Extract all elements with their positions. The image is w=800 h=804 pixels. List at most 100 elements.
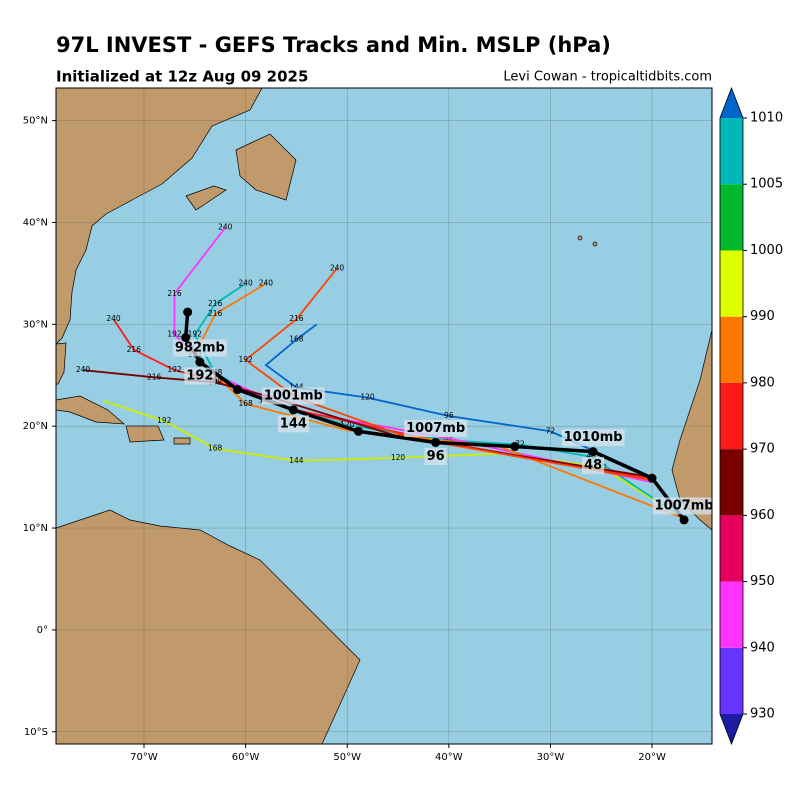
- colorbar-tick-label: 970: [750, 442, 775, 457]
- mslp-label: 1007mb: [406, 421, 465, 436]
- x-tick-label: 30°W: [537, 752, 565, 763]
- hour-label: 240: [238, 279, 253, 288]
- y-tick-label: 50°N: [23, 116, 48, 127]
- mslp-label-box: [652, 497, 712, 515]
- hour-label: 240: [259, 279, 274, 288]
- x-tick-label: 70°W: [130, 752, 158, 763]
- hour-label: 216: [167, 289, 182, 298]
- hour-label: 144: [289, 456, 304, 465]
- hour-label: 168: [289, 335, 304, 344]
- island: [592, 241, 598, 247]
- colorbar-tick-label: 960: [750, 508, 775, 523]
- y-tick-label: 30°N: [23, 319, 48, 330]
- hour-label: 96: [444, 435, 454, 444]
- x-tick-label: 50°W: [333, 752, 361, 763]
- florida: [56, 342, 67, 385]
- colorbar-tick-label: 1000: [750, 243, 783, 258]
- mean-point: [288, 405, 298, 415]
- island: [577, 235, 583, 241]
- x-tick-label: 60°W: [232, 752, 260, 763]
- mslp-label: 982mb: [175, 341, 225, 356]
- hour-label: 240: [330, 263, 345, 272]
- hispaniola: [125, 425, 165, 443]
- mslp-label: 1010mb: [564, 430, 623, 445]
- colorbar-segment: [720, 118, 743, 185]
- hour-label: 120: [340, 420, 355, 429]
- south-america: [56, 509, 361, 744]
- hour-label: 192: [167, 330, 182, 339]
- hour-label: 168: [208, 444, 223, 453]
- mean-point: [183, 307, 193, 317]
- credit: Levi Cowan - tropicaltidbits.com: [503, 70, 712, 85]
- mean-point: [647, 473, 657, 483]
- hour-label-mean: 192: [186, 369, 213, 384]
- hour-label: 240: [218, 223, 233, 232]
- hour-label: 48: [586, 452, 596, 461]
- cuba: [56, 395, 126, 425]
- colorbar: 930 940 950 960 970 980 990 1000 1005 1010: [719, 86, 783, 746]
- mean-point: [510, 442, 520, 452]
- colorbar-segment: [720, 316, 743, 383]
- colorbar-tick-label: 940: [750, 640, 775, 655]
- hour-label: 96: [444, 411, 454, 420]
- hour-label: 240: [106, 314, 121, 323]
- hour-label-mean-box: [424, 447, 447, 465]
- hour-label: 192: [157, 416, 172, 425]
- hour-label: 72: [515, 440, 525, 449]
- hour-label-mean: 96: [427, 449, 445, 464]
- hour-label: 168: [238, 399, 253, 408]
- mean-point: [353, 426, 363, 436]
- newfoundland: [235, 133, 297, 201]
- colorbar-segment: [720, 647, 743, 714]
- mean-point: [679, 515, 689, 525]
- land: [56, 88, 712, 744]
- x-tick-label: 40°W: [435, 752, 463, 763]
- mean-point: [431, 437, 441, 447]
- subtitle: Initialized at 12z Aug 09 2025: [56, 68, 308, 86]
- hour-label: 216: [208, 309, 223, 318]
- mslp-label-box: [404, 419, 468, 437]
- hour-label-mean: 144: [280, 416, 307, 431]
- mslp-label-box: [261, 387, 325, 405]
- y-tick-label: 0°: [37, 625, 48, 636]
- ensemble-track: [264, 323, 653, 478]
- mean-point: [588, 447, 598, 457]
- colorbar-segment: [720, 250, 743, 317]
- mslp-label: 1007mb: [655, 498, 714, 513]
- mslp-label: 1001mb: [264, 388, 323, 403]
- hour-label: 216: [289, 314, 304, 323]
- north-america: [56, 88, 263, 345]
- y-tick-label: 10°N: [23, 523, 48, 534]
- hour-label: 120: [391, 453, 406, 462]
- colorbar-segment: [720, 449, 743, 516]
- africa: [671, 329, 712, 531]
- mean-point: [195, 357, 205, 367]
- hour-label: 216: [127, 345, 142, 354]
- colorbar-segment: [720, 515, 743, 582]
- colorbar-tick-label: 950: [750, 574, 775, 589]
- hour-label: 72: [546, 426, 556, 435]
- colorbar-under: [720, 714, 743, 744]
- colorbar-tick-label: 930: [750, 707, 775, 722]
- colorbar-tick-label: 1010: [750, 111, 783, 126]
- colorbar-segment: [720, 184, 743, 251]
- hour-label: 216: [208, 299, 223, 308]
- map-frame: [55, 87, 713, 745]
- hour-label-mean-box: [277, 415, 309, 433]
- y-tick-label: 10°S: [24, 727, 48, 738]
- colorbar-segment: [720, 382, 743, 450]
- hour-label: 192: [188, 330, 203, 339]
- graticule: [56, 88, 712, 744]
- nova-scotia: [185, 185, 227, 211]
- colorbar-tick-label: 990: [750, 309, 775, 324]
- hour-label-mean: 48: [584, 458, 602, 473]
- hour-label: 120: [360, 393, 375, 402]
- y-tick-label: 40°N: [23, 217, 48, 228]
- mslp-label-box: [172, 339, 227, 357]
- tracks: 120 144 168 192 48 72 96 120 144 168 192 216 240 72 96…: [76, 223, 714, 525]
- hour-label-mean-box: [184, 367, 216, 385]
- mslp-label-box: [561, 429, 625, 447]
- hour-label: 192: [238, 355, 253, 364]
- hour-label: 192: [167, 365, 182, 374]
